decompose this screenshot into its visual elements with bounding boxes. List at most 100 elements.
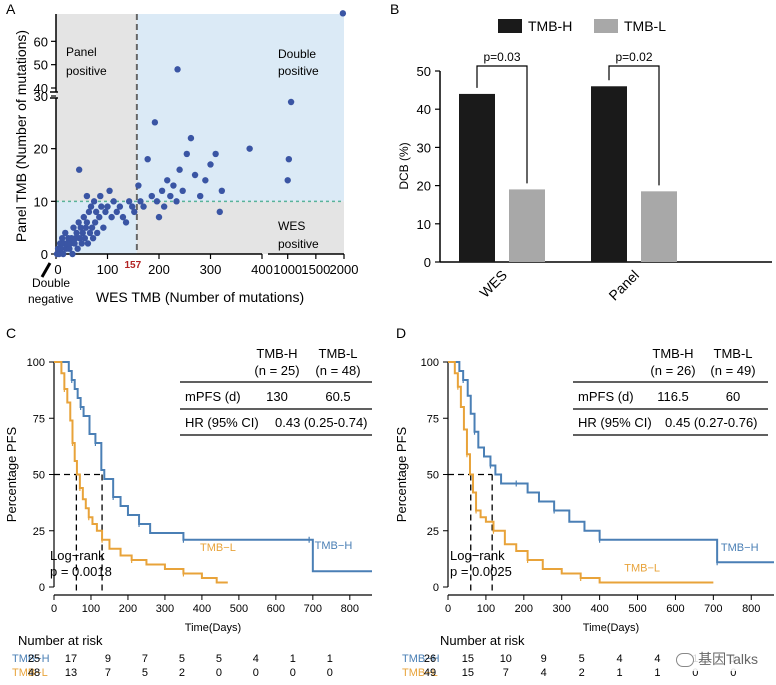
risk-count-h: 9 [105,653,111,665]
data-point [106,187,113,194]
table-header: TMB-L [319,346,358,361]
x-tick-label: 0 [445,603,451,615]
x-tick-label: 100 [82,603,100,615]
bar-tmb-h [459,93,495,262]
table-header-n: (n = 48) [315,363,360,378]
data-point [77,224,84,231]
data-point [83,192,91,200]
y-axis-label: Percentage PFS [394,426,409,522]
data-point [116,203,124,210]
risk-label-h: TMB−H [402,653,440,665]
data-point [104,203,111,210]
curve-label: TMB−H [721,542,759,554]
data-point [98,203,105,210]
data-point [100,224,107,231]
data-point [131,208,138,216]
risk-count-l: 7 [105,667,111,679]
risk-count-l: 1 [654,667,660,679]
data-point [170,182,177,189]
y-tick-label: 50 [33,470,45,482]
data-point [216,208,223,216]
bar-tmb-h [591,86,627,262]
watermark: 基因Talks [672,647,762,671]
data-point [62,229,69,237]
bar-tmb-l [641,191,677,262]
data-point [164,177,171,184]
x-threshold-label: 157 [125,260,142,271]
risk-label-h: TMB−H [12,653,50,665]
table-cell: 130 [266,389,288,404]
y-tick-label: 0 [41,247,48,262]
km-curve-tmb-h [448,361,774,564]
data-point [155,213,163,221]
table-header: TMB-L [714,346,753,361]
risk-count-l: 2 [579,667,585,679]
risk-count-h: 4 [253,653,259,665]
risk-label-l: TMB−L [402,667,438,679]
legend-label: TMB-L [624,18,666,34]
data-point [90,198,98,205]
data-point [87,203,95,210]
data-point [91,219,99,226]
wechat-icon [676,653,695,668]
table-cell: 116.5 [657,389,689,404]
risk-count-h: 26 [424,653,436,665]
km-curve-tmb-h [54,361,372,573]
y-tick-label: 40 [417,102,431,117]
risk-count-l: 2 [179,667,185,679]
table-header-n: (n = 26) [650,363,695,378]
data-point [75,219,82,226]
pvalue-bracket [608,65,660,186]
data-point [76,235,83,242]
y-tick-label: 75 [427,413,439,425]
data-point [122,219,130,226]
table-row-label: HR (95% CI) [578,415,652,430]
data-point [284,177,291,184]
data-point [81,235,89,242]
logrank-pvalue: p = 0.0025 [450,564,512,579]
data-point [129,203,136,210]
data-point [167,192,174,200]
double-negative-pointer [40,262,52,278]
y-tick-label: 20 [34,142,48,157]
x-tick-label: 200 [148,262,170,277]
data-point [71,240,78,247]
category-label: WES [476,267,510,301]
y-tick-label: 50 [427,470,439,482]
legend-swatch [498,19,522,33]
label-panel-positive: Panel [66,45,97,59]
panel-label-a: A [6,1,16,17]
region-panel-positive [56,14,137,202]
label-double-positive: Double [278,47,316,61]
data-point [202,177,209,184]
risk-count-h: 4 [654,653,660,665]
y-tick-label: 25 [427,526,439,538]
data-point [207,161,214,168]
x-axis-label: WES TMB (Number of mutations) [96,289,304,305]
x-tick-label: 0 [51,603,57,615]
y-tick-label: 60 [34,34,48,49]
risk-count-h: 25 [28,653,40,665]
risk-count-l: 1 [616,667,622,679]
data-point [119,213,127,221]
data-point [58,235,66,242]
y-tick-label: 0 [39,582,45,594]
data-point [173,198,180,205]
data-point [79,229,86,237]
data-point [137,198,144,205]
x-axis-label: Time(Days) [583,622,639,634]
y-tick-label: 30 [417,140,431,155]
risk-count-l: 48 [28,667,40,679]
y-tick-label: 40 [34,81,48,96]
watermark-text: 基因Talks [698,651,758,667]
data-point [144,156,151,163]
risk-count-l: 15 [462,667,474,679]
km-curve-tmb-l [54,361,228,584]
panel-label-b: B [390,1,399,17]
data-point [108,213,115,221]
data-point [197,192,204,200]
y-tick-label: 0 [433,582,439,594]
data-point [158,187,166,194]
